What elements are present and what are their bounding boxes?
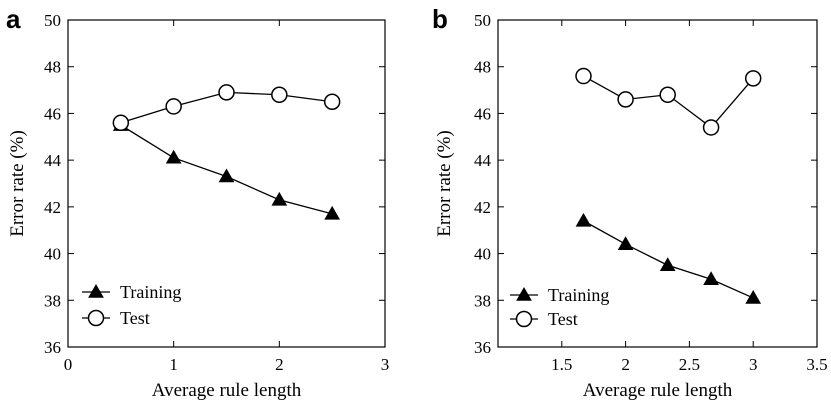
y-tick-label: 44 (44, 151, 62, 170)
y-axis-label: Error rate (%) (7, 130, 28, 237)
test-data-point (112, 114, 130, 132)
training-data-point (218, 168, 235, 183)
panel-letter: a (6, 4, 21, 34)
y-tick-label: 36 (474, 338, 491, 357)
legend-marker-training (88, 283, 104, 298)
x-tick-label: 2 (275, 355, 284, 374)
y-tick-label: 42 (474, 198, 491, 217)
y-tick-label: 46 (474, 104, 491, 123)
y-tick-label: 42 (44, 198, 61, 217)
legend-label-training: Training (548, 285, 609, 305)
y-tick-label: 44 (474, 151, 492, 170)
chart-panel-b: b 36 38 40 42 44 46 48 50 1.5 2 2.5 3 3.5 Average rule… (432, 4, 828, 401)
y-tick-label: 38 (474, 291, 491, 310)
training-data-point (324, 205, 341, 220)
x-tick-label: 1 (169, 355, 178, 374)
test-data-point (617, 91, 634, 108)
test-data-point (702, 119, 720, 136)
y-tick-label: 50 (44, 11, 61, 30)
y-tick-label: 48 (474, 58, 491, 77)
x-axis-label: Average rule length (152, 380, 302, 401)
x-tick-label: 2.5 (679, 355, 700, 374)
plot-frame (67, 19, 386, 348)
legend-marker-test (87, 309, 105, 327)
test-data-point (575, 67, 592, 85)
x-tick-label: 2 (621, 355, 630, 374)
panel-letter: b (432, 4, 448, 34)
x-tick-label: 3 (749, 355, 758, 374)
test-data-point (323, 93, 341, 110)
test-data-point (271, 86, 288, 103)
legend-marker-test (515, 310, 533, 328)
test-data-point (218, 84, 235, 101)
y-axis-label: Error rate (%) (434, 130, 455, 237)
training-data-point (745, 289, 762, 304)
training-data-point (575, 212, 592, 227)
legend-label-test: Test (548, 309, 578, 329)
y-tick-label: 36 (44, 338, 61, 357)
test-data-point (744, 70, 762, 87)
training-data-point (703, 271, 719, 286)
y-tick-label: 50 (474, 11, 491, 30)
training-data-point (271, 191, 288, 206)
legend-label-test: Test (120, 308, 150, 328)
chart-panel-a: a 36 38 40 42 44 46 48 50 0 1 2 3 Average rule length… (6, 4, 389, 401)
training-data-point (659, 257, 676, 271)
x-tick-label: 0 (64, 355, 73, 374)
x-axis-label: Average rule length (583, 380, 733, 401)
legend-label-training: Training (120, 282, 181, 302)
training-data-point (617, 236, 634, 250)
x-tick-label: 3 (381, 355, 390, 374)
legend-marker-training (516, 286, 532, 301)
training-data-point (165, 149, 182, 164)
test-data-point (165, 98, 182, 115)
test-data-point (659, 86, 676, 103)
y-tick-label: 38 (44, 291, 61, 310)
y-tick-label: 40 (474, 245, 491, 264)
x-tick-label: 1.5 (551, 355, 572, 374)
y-tick-label: 40 (44, 245, 61, 264)
plot-frame (497, 19, 818, 348)
y-tick-label: 46 (44, 104, 61, 123)
y-tick-label: 48 (44, 58, 61, 77)
x-tick-label: 3.5 (806, 355, 827, 374)
